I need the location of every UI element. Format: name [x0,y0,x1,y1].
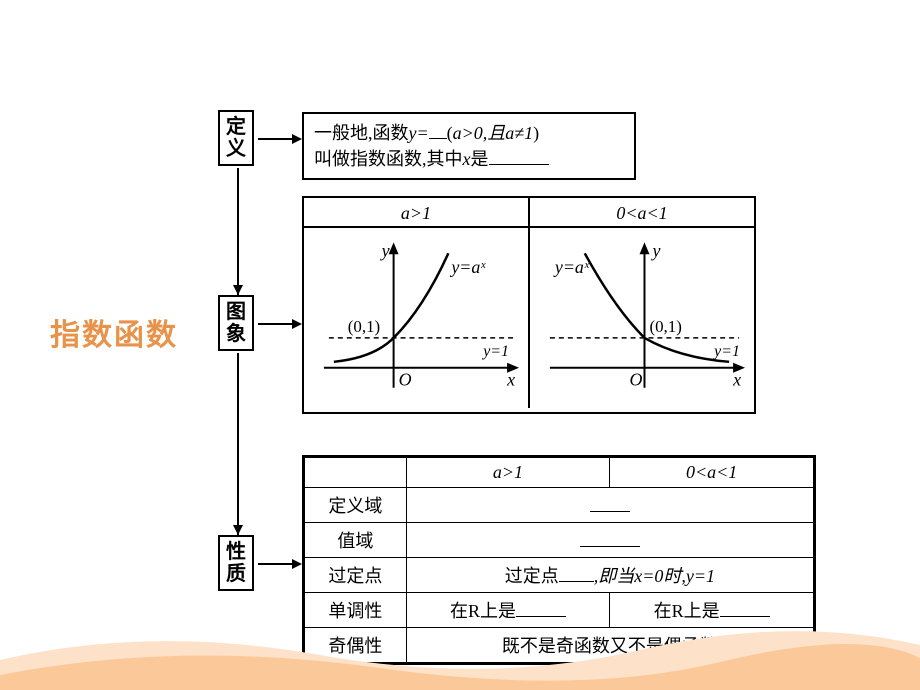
graph-cell-left: y x O y=aˣ (0,1) y=1 [304,228,530,408]
row-fixed-value: 过定点,即当x=0时,y=1 [406,558,813,593]
row-domain-label: 定义域 [305,488,407,523]
chart-growth: y x O y=aˣ (0,1) y=1 [304,228,528,408]
graph-cell-right: y x O y=aˣ (0,1) y=1 [530,228,754,408]
blank-icon [559,563,594,582]
node-definition: 定 义 [218,110,254,166]
row-domain-value [406,488,813,523]
row-parity-label: 奇偶性 [305,628,407,663]
growth-curve [334,253,448,362]
row-fixed-label: 过定点 [305,558,407,593]
asymptote-label: y=1 [712,343,740,360]
definition-line2: 叫做指数函数,其中x是 [314,146,624,172]
col-header-2: 0<a<1 [686,462,737,482]
table-row: 单调性 在R上是 在R上是 [305,593,814,628]
point-label: (0,1) [649,317,681,336]
definition-line1: 一般地,函数y=(a>0,且a≠1) [314,120,624,146]
property-table: a>1 0<a<1 定义域 值域 过定点 过定点,即当x=0时,y=1 单调性 … [302,455,816,665]
row-monotone-label: 单调性 [305,593,407,628]
decay-curve [585,253,729,362]
graph-header-left: a>1 [304,198,530,228]
table-row: a>1 0<a<1 [305,458,814,488]
x-axis-label: x [506,370,515,390]
blank-icon [489,146,549,165]
row-monotone-left: 在R上是 [406,593,610,628]
chart-decay: y x O y=aˣ (0,1) y=1 [530,228,754,408]
table-row: 过定点 过定点,即当x=0时,y=1 [305,558,814,593]
node-property-l2: 质 [226,563,246,585]
curve-label: y=aˣ [449,257,486,277]
slide: 指数函数 定 义 图 象 性 质 一般地,函数y=(a>0,且a≠1) [0,0,920,690]
row-range-label: 值域 [305,523,407,558]
table-row: 奇偶性 既不是奇函数又不是偶函数 [305,628,814,663]
blank-icon [516,598,566,617]
graph-table: a>1 0<a<1 y x O y=aˣ ( [302,196,756,414]
blank-icon [429,120,447,139]
node-property-l1: 性 [226,541,246,563]
col-header-1: a>1 [493,462,523,482]
blank-icon [590,493,630,512]
table-row: 定义域 [305,488,814,523]
origin-label: O [630,370,643,390]
origin-label: O [399,370,412,390]
blank-icon [720,598,770,617]
page-title: 指数函数 [50,310,178,354]
point-label: (0,1) [348,317,380,336]
blank-icon [580,528,640,547]
row-monotone-right: 在R上是 [610,593,814,628]
node-definition-l2: 义 [226,138,246,160]
node-definition-l1: 定 [226,116,246,138]
node-graph: 图 象 [218,295,254,351]
curve-label: y=aˣ [553,257,590,277]
asymptote-label: y=1 [481,343,509,360]
axes [324,242,519,387]
node-graph-l2: 象 [226,323,246,345]
row-parity-value: 既不是奇函数又不是偶函数 [406,628,813,663]
table-row: 值域 [305,523,814,558]
definition-content: 一般地,函数y=(a>0,且a≠1) 叫做指数函数,其中x是 [302,112,636,180]
y-axis-label: y [650,240,660,260]
graph-header-row: a>1 0<a<1 [304,198,754,228]
x-axis-label: x [732,370,741,390]
node-property: 性 质 [218,535,254,591]
graph-header-right: 0<a<1 [530,198,754,228]
y-axis-label: y [380,240,390,260]
node-graph-l1: 图 [226,301,246,323]
graph-body: y x O y=aˣ (0,1) y=1 [304,228,754,408]
row-range-value [406,523,813,558]
